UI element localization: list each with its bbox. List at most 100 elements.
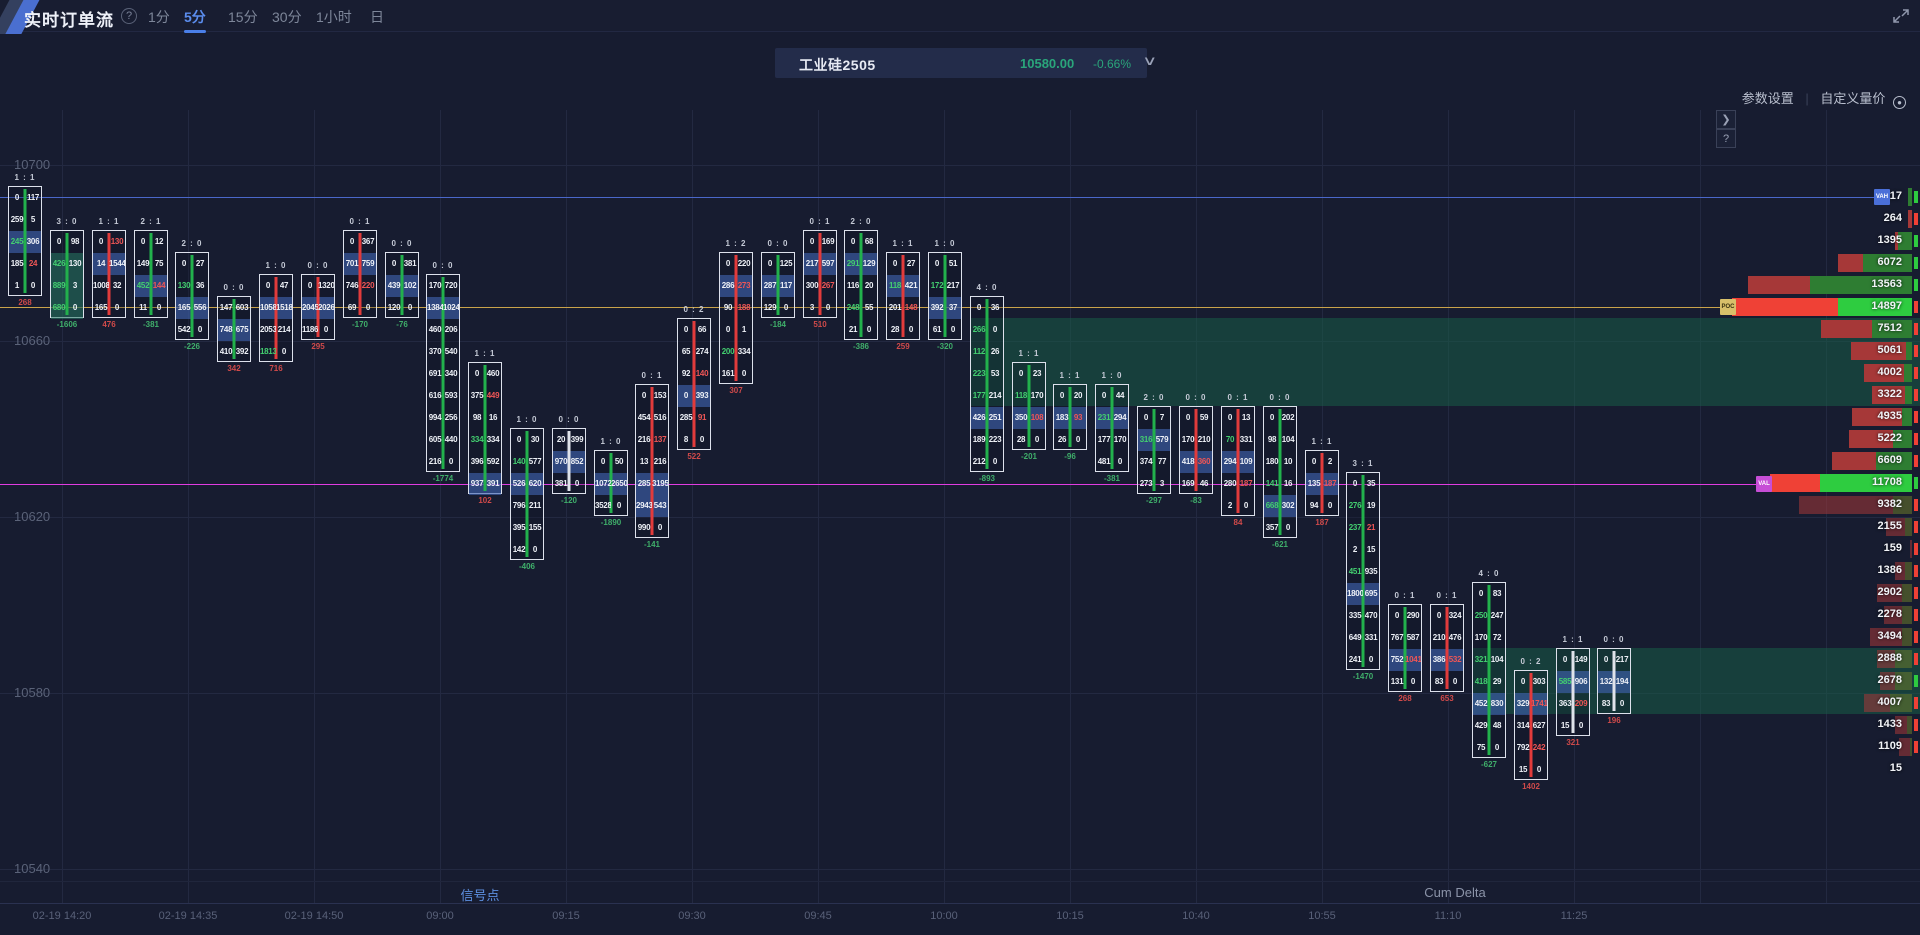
- profile-sell-bar: [1748, 276, 1810, 294]
- footprint-candle[interactable]: 0 381 439 102 120 0: [385, 252, 419, 318]
- bid-cell: 183: [1055, 413, 1069, 422]
- footprint-candle[interactable]: 0 125 287 117 129 0: [761, 252, 795, 318]
- ask-cell: 44: [1115, 391, 1125, 400]
- profile-edge-mark: [1914, 213, 1918, 225]
- help-icon[interactable]: ?: [121, 8, 137, 24]
- collapse-panel-icon[interactable]: [1892, 8, 1910, 24]
- bid-cell: 0: [641, 391, 647, 400]
- tab-15分[interactable]: 15分: [228, 9, 258, 25]
- footprint-candle[interactable]: 20 399 970 852 381 0: [552, 428, 586, 494]
- footprint-candle[interactable]: 0 149 585 906 363 209 15 0: [1556, 648, 1590, 736]
- ask-cell: 0: [323, 325, 329, 334]
- tab-30分[interactable]: 30分: [272, 9, 302, 25]
- bid-cell: 0: [181, 259, 187, 268]
- profile-sell-bar: [1849, 430, 1893, 448]
- footprint-row: 21 0: [845, 319, 877, 341]
- footprint-candle[interactable]: 0 1320 2045 2026 1186 0: [301, 274, 335, 340]
- bid-cell: 0: [1101, 391, 1107, 400]
- ask-cell: 130: [68, 259, 82, 268]
- time-axis-label: 02-19 14:20: [32, 910, 92, 922]
- profile-buy-bar: [1902, 408, 1912, 426]
- footprint-candle[interactable]: 0 51 172 217 392 37 61 0: [928, 252, 962, 340]
- footprint-candle[interactable]: 0 35 276 19 237 21 2 15 451 935 1800 695 335 470 649 33…: [1346, 472, 1380, 670]
- tab-1分[interactable]: 1分: [148, 9, 170, 25]
- footprint-candle[interactable]: 0 36 266 0 112 26 223 53 177 214 426 251 189 223 212 0: [970, 296, 1004, 472]
- custom-volume-button[interactable]: 自定义量价: [1820, 91, 1886, 106]
- bid-cell: 147: [219, 303, 233, 312]
- footprint-row: 616 593: [427, 385, 459, 407]
- signal-points-toggle[interactable]: 信号点: [460, 888, 500, 903]
- profile-sell-bar: [1852, 408, 1902, 426]
- footprint-candle[interactable]: 0 2 135 187 94 0: [1305, 450, 1339, 516]
- footprint-candle[interactable]: 0 220 286 273 90 188 0 1 200 334 161 0: [719, 252, 753, 384]
- footprint-row: 454 516: [636, 407, 668, 429]
- cum-delta-toggle[interactable]: Cum Delta: [1424, 885, 1486, 900]
- ask-cell: 24: [28, 259, 38, 268]
- ask-cell: 29: [1492, 677, 1502, 686]
- bid-cell: 410: [219, 347, 233, 356]
- candle-delta-label: -320: [936, 342, 953, 351]
- tab-5分[interactable]: 5分: [184, 9, 206, 33]
- footprint-candle[interactable]: 0 59 170 210 418 360 169 46: [1179, 406, 1213, 494]
- footprint-row: 216 0: [427, 451, 459, 473]
- gear-icon[interactable]: ●: [1893, 96, 1906, 109]
- footprint-candle[interactable]: 170 720 1384 1024 460 206 370 540 691 340 616 593 99…: [426, 274, 460, 472]
- bid-cell: 0: [140, 237, 146, 246]
- footprint-candle[interactable]: 0 153 454 516 216 137 13 216 285 3195 2943 543 990 0: [635, 384, 669, 538]
- footprint-candle[interactable]: 0 7 316 579 374 77 273 3: [1137, 406, 1171, 494]
- delta-line: [1361, 475, 1365, 667]
- instrument-selector[interactable]: 工业硅2505 10580.00 -0.66% ∨: [775, 48, 1157, 78]
- ask-cell: 16: [488, 413, 498, 422]
- profile-buy-bar: [1890, 694, 1912, 712]
- bid-cell: 118: [1014, 391, 1027, 400]
- footprint-candle[interactable]: 0 27 118 421 201 148 28 0: [886, 252, 920, 340]
- param-settings-button[interactable]: 参数设置: [1741, 91, 1794, 106]
- bid-cell: 273: [1139, 479, 1153, 488]
- footprint-candle[interactable]: 0 98 426 130 889 3 680 0: [50, 230, 84, 319]
- footprint-candle[interactable]: 0 460 375 449 98 16 334 334 396 592 937 391: [468, 362, 502, 495]
- footprint-candle[interactable]: 0 30 140 577 526 620 796 211 395 155 142 0: [510, 428, 544, 560]
- footprint-candle[interactable]: 0 66 65 274 92 140 0 393 285 91 8 0: [677, 318, 711, 450]
- ask-cell: 1741: [1531, 699, 1547, 708]
- footprint-candle[interactable]: 0 169 217 597 300 267 3 0: [803, 230, 837, 318]
- footprint-candle[interactable]: 0 202 98 104 180 10 141 16 668 302 357 0: [1263, 406, 1297, 538]
- footprint-candle[interactable]: 0 303 329 1741 314 627 792 242 15 0: [1514, 670, 1548, 780]
- footprint-candle[interactable]: 0 68 291 129 116 20 248 55 21 0: [844, 230, 878, 340]
- footprint-candle[interactable]: 0 23 118 170 350 108 28 0: [1012, 362, 1046, 450]
- delta-line: [358, 233, 362, 315]
- ask-cell: 449: [486, 391, 500, 400]
- footprint-candle[interactable]: 0 50 1072 2650 3528 0: [594, 450, 628, 516]
- footprint-candle[interactable]: 0 12 149 75 452 144 11 0: [134, 230, 168, 318]
- footprint-row: 210 476: [1431, 627, 1463, 649]
- sidebar-help-button[interactable]: ?: [1716, 129, 1736, 148]
- footprint-candle[interactable]: 0 47 1058 1518 2053 214 1813 0: [259, 274, 293, 362]
- bid-cell: 90: [723, 303, 733, 312]
- footprint-candle[interactable]: 0 117 259 5 245 306 185 24 1 0: [8, 186, 42, 296]
- bid-cell: 526: [512, 479, 526, 488]
- ask-cell: 0: [1075, 435, 1081, 444]
- footprint-candle[interactable]: 0 217 132 194 83 0: [1597, 648, 1631, 714]
- tab-日[interactable]: 日: [370, 9, 384, 25]
- tab-1小时[interactable]: 1小时: [316, 9, 352, 25]
- footprint-row: 169 46: [1180, 473, 1212, 495]
- footprint-candle[interactable]: 0 130 14 1544 1008 32 165 0: [92, 230, 126, 318]
- footprint-candle[interactable]: 147 603 748 675 410 392: [217, 296, 251, 362]
- footprint-candle[interactable]: 0 324 210 476 386 532 83 0: [1430, 604, 1464, 692]
- bid-cell: 185: [10, 259, 24, 268]
- footprint-candle[interactable]: 0 367 701 759 746 220 69 0: [343, 230, 377, 318]
- footprint-candle[interactable]: 0 20 183 93 26 0: [1053, 384, 1087, 450]
- footprint-candle[interactable]: 0 290 767 587 752 1041 131 0: [1388, 604, 1422, 692]
- expand-sidebar-button[interactable]: ❯: [1716, 110, 1736, 129]
- footprint-candle[interactable]: 0 83 250 247 170 72 321 104 418 29 452 830 429 48 75 0: [1472, 582, 1506, 758]
- footprint-row: 28 0: [1013, 429, 1045, 451]
- footprint-row: 0 98: [51, 231, 83, 253]
- ask-cell: 852: [570, 457, 584, 466]
- footprint-candle[interactable]: 0 44 231 294 177 170 481 0: [1095, 384, 1129, 472]
- candle-delta-label: -201: [1020, 452, 1037, 461]
- price-axis-label: 10660: [14, 333, 51, 348]
- footprint-candle[interactable]: 0 13 70 331 294 109 280 187 2 0: [1221, 406, 1255, 516]
- footprint-candle[interactable]: 0 27 130 36 165 556 542 0: [175, 252, 209, 340]
